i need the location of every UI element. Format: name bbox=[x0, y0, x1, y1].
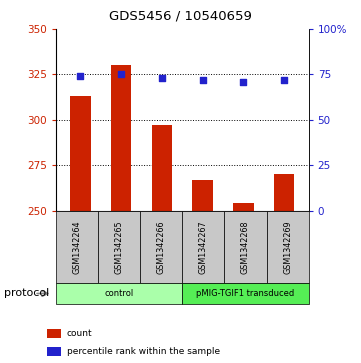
Bar bbox=[274, 174, 294, 211]
Bar bbox=[233, 203, 254, 211]
Text: pMIG-TGIF1 transduced: pMIG-TGIF1 transduced bbox=[196, 289, 295, 298]
Bar bbox=[70, 96, 91, 211]
Point bbox=[240, 79, 246, 85]
Point bbox=[78, 73, 83, 79]
Text: GSM1342266: GSM1342266 bbox=[157, 220, 166, 274]
Text: GSM1342269: GSM1342269 bbox=[283, 220, 292, 274]
Point bbox=[159, 75, 165, 81]
Bar bbox=[111, 65, 131, 211]
Bar bbox=[152, 125, 172, 211]
Point bbox=[281, 77, 287, 83]
Text: GDS5456 / 10540659: GDS5456 / 10540659 bbox=[109, 9, 252, 22]
Text: count: count bbox=[67, 329, 92, 338]
Text: protocol: protocol bbox=[4, 289, 49, 298]
Point bbox=[200, 77, 205, 83]
Text: control: control bbox=[104, 289, 134, 298]
Text: percentile rank within the sample: percentile rank within the sample bbox=[67, 347, 220, 356]
Bar bbox=[192, 180, 213, 211]
Text: GSM1342264: GSM1342264 bbox=[73, 220, 82, 274]
Point bbox=[118, 72, 124, 77]
Text: GSM1342265: GSM1342265 bbox=[115, 220, 123, 274]
Text: GSM1342267: GSM1342267 bbox=[199, 220, 208, 274]
Text: GSM1342268: GSM1342268 bbox=[241, 220, 250, 274]
